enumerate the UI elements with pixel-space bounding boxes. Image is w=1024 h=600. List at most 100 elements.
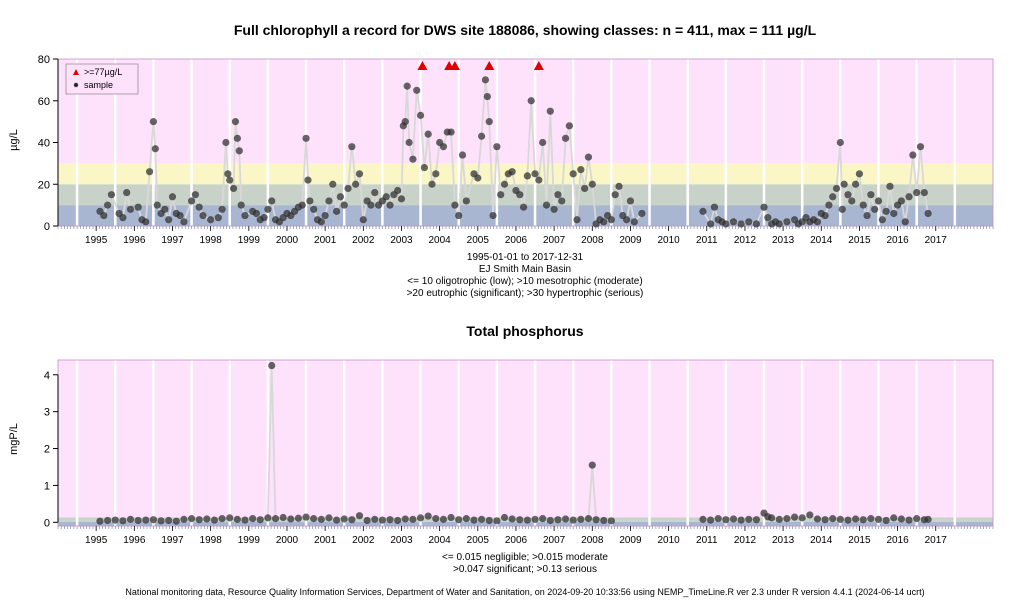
sample-point xyxy=(403,82,411,90)
sample-point xyxy=(226,176,234,184)
sample-point xyxy=(382,193,390,201)
sample-point xyxy=(558,197,566,205)
sample-point xyxy=(573,216,581,224)
sample-point xyxy=(340,201,348,209)
sample-point xyxy=(600,516,608,525)
sample-point xyxy=(176,211,184,220)
y-tick-label: 0 xyxy=(44,221,50,233)
sample-point xyxy=(821,211,829,220)
sample-point xyxy=(436,138,444,147)
plot-frame xyxy=(57,58,994,227)
sample-point xyxy=(409,515,417,523)
sample-point xyxy=(195,203,203,211)
sample-point xyxy=(294,203,303,211)
sample-point xyxy=(298,201,306,209)
sample-point xyxy=(508,515,516,523)
sample-point xyxy=(771,218,780,226)
sample-point xyxy=(439,143,448,151)
legend-triangle-icon xyxy=(73,69,79,75)
sample-point xyxy=(710,203,719,211)
y-tick-label: 4 xyxy=(44,370,50,382)
sample-point xyxy=(592,516,600,524)
legend-label: sample xyxy=(84,80,113,90)
sample-point xyxy=(508,168,516,176)
x-tick-label: 2002 xyxy=(352,535,375,546)
sample-point xyxy=(493,517,501,525)
sample-point xyxy=(867,515,875,523)
sample-point xyxy=(714,515,722,523)
sample-point xyxy=(817,209,825,218)
sample-point xyxy=(237,201,245,209)
sample-point xyxy=(901,218,909,226)
sample-point xyxy=(374,201,383,209)
y-tick-label: 2 xyxy=(44,444,50,456)
sample-point xyxy=(275,218,283,226)
sample-point xyxy=(752,220,760,228)
sample-point xyxy=(399,122,407,130)
x-tick-label: 2008 xyxy=(581,535,604,546)
sample-point xyxy=(371,515,379,523)
sample-point xyxy=(497,191,505,199)
sample-point xyxy=(325,197,333,205)
sample-point xyxy=(119,214,127,222)
x-tick-label: 2002 xyxy=(352,235,375,246)
sample-point xyxy=(207,216,215,224)
sample-point xyxy=(523,516,532,524)
x-tick-label: 2009 xyxy=(619,535,642,546)
sample-point xyxy=(470,170,478,178)
sample-point xyxy=(603,211,612,220)
sample-point xyxy=(569,516,577,524)
sample-point xyxy=(848,197,856,205)
sample-point xyxy=(264,514,272,522)
y-tick-label: 1 xyxy=(44,480,50,492)
x-tick-label: 2004 xyxy=(429,235,452,246)
sample-point xyxy=(161,205,169,213)
sample-point xyxy=(474,174,482,182)
sample-point xyxy=(878,216,886,224)
sample-point xyxy=(905,516,913,524)
sample-point xyxy=(607,216,615,224)
sample-point xyxy=(844,516,852,524)
sample-point xyxy=(584,153,593,161)
sample-point xyxy=(168,193,177,201)
sample-point xyxy=(432,170,440,178)
x-tick-label: 2006 xyxy=(505,235,528,246)
sample-point xyxy=(138,216,146,224)
legend-box xyxy=(65,63,139,95)
sample-point xyxy=(279,214,287,222)
sample-point xyxy=(768,514,776,522)
sample-point xyxy=(561,515,570,523)
sample-point xyxy=(852,515,860,523)
x-tick-label: 2005 xyxy=(467,235,490,246)
sample-point xyxy=(810,216,818,224)
y-tick-label: 3 xyxy=(44,407,50,419)
sample-point xyxy=(313,216,322,224)
sample-point xyxy=(729,218,738,226)
sample-point xyxy=(798,514,806,522)
sample-point xyxy=(737,220,745,228)
sample-point xyxy=(882,207,890,215)
y-tick-label: 20 xyxy=(38,179,50,191)
sample-point xyxy=(268,197,276,205)
class-band xyxy=(58,205,993,226)
y-tick-label: 40 xyxy=(38,138,50,150)
sample-point xyxy=(233,515,241,523)
x-tick-label: 1998 xyxy=(200,235,223,246)
sample-point xyxy=(145,168,154,176)
sample-point xyxy=(535,176,543,184)
sample-point xyxy=(500,513,509,522)
sample-point xyxy=(859,516,867,524)
sample-point xyxy=(424,512,432,520)
sample-point xyxy=(825,201,833,209)
sample-point xyxy=(806,218,814,226)
sample-point xyxy=(310,205,318,213)
sample-point xyxy=(294,514,303,522)
sample-point xyxy=(424,130,432,138)
legend-label: >=77µg/L xyxy=(84,67,122,77)
sample-point xyxy=(462,515,470,523)
exceedance-marker xyxy=(484,61,495,70)
sample-point xyxy=(231,118,240,126)
sample-point xyxy=(195,516,203,524)
sample-point xyxy=(924,209,932,218)
